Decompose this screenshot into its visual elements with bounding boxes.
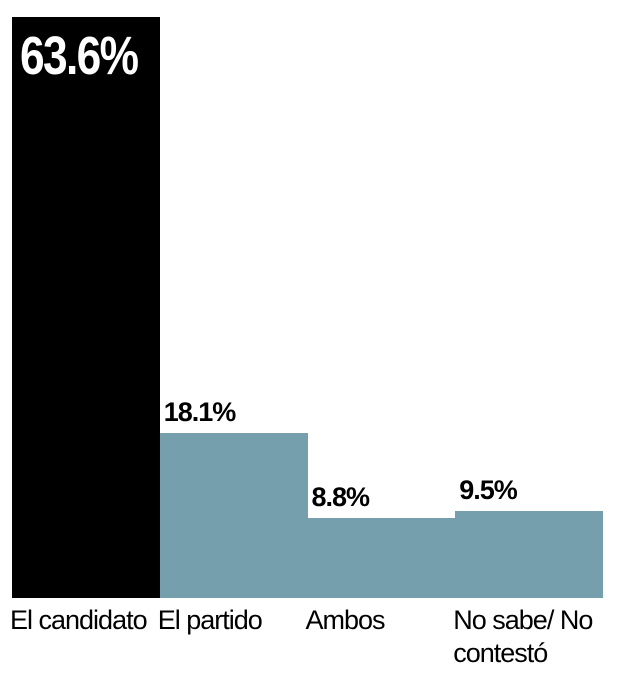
bar	[455, 511, 603, 598]
value-label: 9.5%	[459, 475, 518, 506]
value-label: 18.1%	[163, 396, 237, 427]
bar	[307, 517, 456, 598]
category-label: El partido	[157, 605, 263, 635]
category-label: Ambos	[305, 605, 386, 635]
value-label: 63.6%	[20, 26, 139, 86]
bar	[159, 432, 308, 598]
value-label: 8.8%	[311, 481, 371, 512]
bar	[12, 17, 160, 598]
category-label: No sabe/ No contestó	[453, 605, 593, 668]
category-label: El candidato	[10, 605, 148, 635]
